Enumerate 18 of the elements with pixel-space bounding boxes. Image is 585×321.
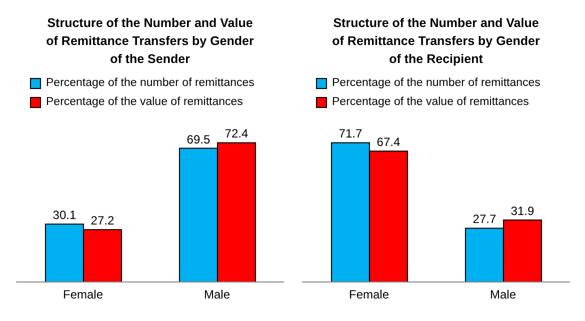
data-label: 72.4: [224, 126, 248, 141]
legend-label: Percentage of the value of remittances: [332, 95, 529, 110]
legend-label: Percentage of the number of remittances: [46, 76, 254, 91]
data-label: 31.9: [510, 204, 534, 218]
x-tick-label: Female: [62, 288, 104, 302]
data-label: 67.4: [376, 135, 400, 150]
chart-title: Structure of the Number and Value of Remittance Transfers by Gender of the Recipient: [331, 15, 541, 68]
data-label: 71.7: [338, 126, 362, 141]
data-label: 30.1: [52, 208, 76, 222]
data-label: 27.7: [472, 212, 496, 226]
x-tick-label: Female: [348, 288, 390, 302]
legend-label: Percentage of the value of remittances: [46, 95, 243, 110]
x-tick-label: Male: [204, 288, 230, 302]
chart-title: Structure of the Number and Value of Remittance Transfers by Gender of the Sender: [45, 15, 255, 68]
x-tick-label: Male: [490, 288, 516, 302]
data-label: 69.5: [186, 132, 210, 146]
legend-label: Percentage of the number of remittances: [332, 76, 540, 91]
data-label: 27.2: [90, 214, 114, 228]
